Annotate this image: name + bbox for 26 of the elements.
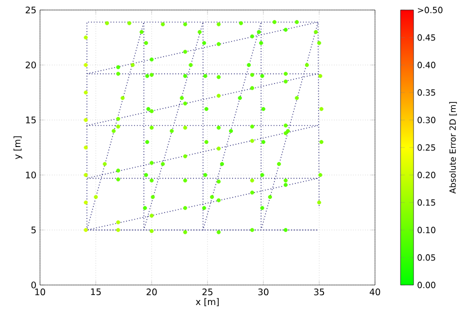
- color-bar-label: 0.05: [418, 254, 436, 261]
- color-bar-label: 0.45: [418, 34, 436, 41]
- color-bar-label: 0.35: [418, 89, 436, 96]
- color-bar-label: 0.40: [418, 62, 436, 68]
- color-bar-label: 0.25: [418, 144, 436, 151]
- y-tick-label: 15: [26, 116, 36, 124]
- color-bar-label: >0.50: [418, 6, 442, 14]
- x-axis-title: x [m]: [196, 298, 219, 306]
- y-tick-label: 10: [26, 172, 36, 178]
- x-tick-label: 40: [370, 288, 380, 296]
- color-bar-label: 0.20: [418, 172, 436, 178]
- x-tick-label: 35: [314, 288, 324, 296]
- y-tick-label: 5: [31, 226, 36, 234]
- color-bar-label: 0.10: [418, 226, 436, 234]
- x-tick-label: 15: [91, 288, 101, 296]
- x-tick-label: 20: [146, 288, 157, 296]
- color-bar-title: Absolute Error 2D [m]: [449, 102, 457, 194]
- color-bar-label: 0.00: [418, 282, 436, 288]
- y-tick-label: 20: [26, 62, 36, 68]
- y-tick-label: 0: [31, 282, 36, 288]
- y-axis-title: y [m]: [14, 136, 22, 160]
- color-bar-label: 0.30: [418, 116, 436, 124]
- y-tick-label: 25: [26, 6, 36, 14]
- color-bar-label: 0.15: [418, 199, 436, 206]
- x-tick-label: 30: [258, 288, 268, 296]
- x-tick-label: 25: [202, 288, 212, 296]
